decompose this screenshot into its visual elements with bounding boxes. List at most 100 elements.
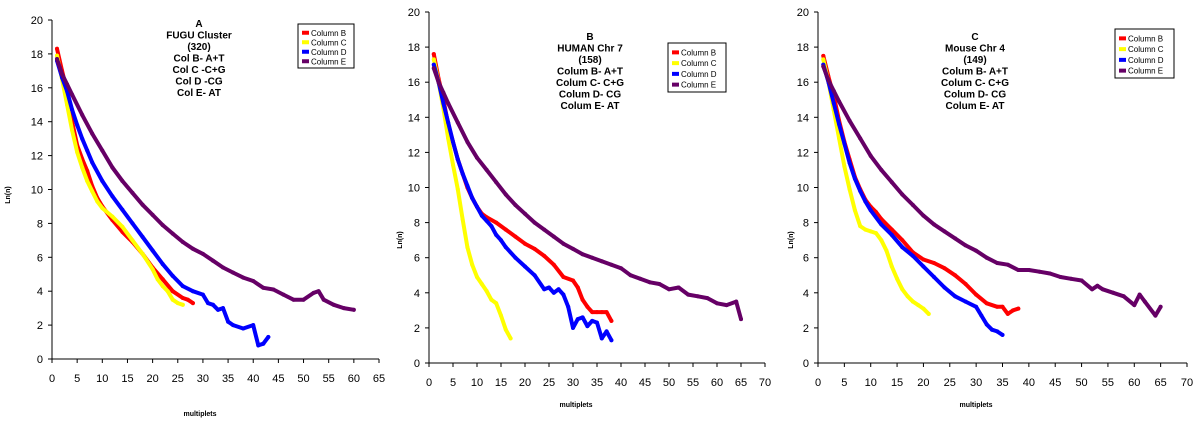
- chart-c-series-1-point: [910, 299, 915, 304]
- chart-c-series-2-point: [984, 322, 989, 327]
- chart-b-series-1-point: [451, 162, 455, 167]
- chart-a-legend-label: Column C: [311, 38, 347, 47]
- chart-c-y-tick-label: 2: [803, 323, 809, 335]
- chart-a-series-3-point: [180, 240, 185, 244]
- chart-c-x-tick-label: 15: [891, 377, 903, 389]
- chart-b-series-2-point: [470, 196, 475, 200]
- chart-b-x-tick-label: 30: [567, 377, 579, 389]
- chart-b-series-2-point: [499, 238, 503, 243]
- chart-c-series-2-point: [900, 245, 905, 250]
- chart-c-title-line: C: [971, 32, 978, 43]
- chart-b-x-tick-label: 25: [543, 377, 555, 389]
- chart-a-series-1-point: [150, 267, 155, 272]
- chart-a-series-1-point: [75, 150, 80, 155]
- chart-a-series-2-point: [256, 343, 261, 348]
- chart-b-series-2-point: [590, 318, 595, 323]
- chart-b-series-3-point: [523, 211, 527, 216]
- chart-a-series-1-point: [180, 302, 185, 307]
- chart-c-y-tick-label: 20: [797, 7, 809, 19]
- chart-b-x-tick-label: 40: [615, 377, 627, 389]
- chart-a-series-3-point: [100, 148, 105, 153]
- chart-c-title-line: (149): [963, 55, 986, 66]
- chart-b-series-2-point: [475, 204, 479, 209]
- chart-b-series-0-point: [609, 318, 614, 323]
- chart-c-series-2-point: [879, 222, 884, 227]
- chart-b-series-1-point: [494, 301, 499, 306]
- chart-c-series-0-point: [900, 238, 905, 243]
- chart-c-series-3-point: [984, 255, 989, 260]
- chart-b-series-2-point: [542, 287, 547, 292]
- chart-c-series-2-point: [831, 101, 836, 106]
- chart-b-series-3-point: [715, 301, 719, 306]
- chart-b-series-1-point: [499, 313, 503, 318]
- chart-c-series-2-point: [990, 327, 994, 332]
- chart-b-legend-label: Column D: [681, 70, 717, 79]
- chart-c-series-3-point: [921, 213, 926, 218]
- chart-b-svg: 0 2 4 6 8 10 12 14 16 18 20 0 5 10 15 20 25 30 35 40 45 50 55 6…: [397, 7, 771, 409]
- chart-c-series-3-point: [1095, 283, 1100, 288]
- chart-b-series-2-point: [575, 317, 580, 322]
- chart-c-series-1-point: [837, 136, 842, 141]
- chart-a-series-3-point: [251, 279, 256, 283]
- chart-c-series-3-point: [858, 136, 863, 141]
- chart-a-series-2-point: [241, 326, 246, 331]
- chart-b-series-0-point: [513, 234, 518, 239]
- chart-a-series-3-point: [60, 72, 65, 77]
- chart-a-series-3-point: [281, 292, 286, 297]
- chart-b-series-3-point: [734, 299, 739, 304]
- chart-b-series-2-point: [609, 338, 614, 343]
- chart-b-series-1-point: [446, 136, 451, 141]
- chart-a-series-line-2: [55, 58, 271, 348]
- chart-c-y-tick-label: 8: [803, 218, 809, 230]
- chart-b-series-2-point: [489, 224, 494, 229]
- chart-c-series-1-point: [879, 238, 884, 243]
- chart-c-x-tick-label: 25: [944, 377, 956, 389]
- chart-b-series-3-point: [446, 101, 451, 106]
- chart-b-series-1-point: [470, 262, 475, 267]
- chart-a-series-1-point: [140, 251, 145, 256]
- chart-a-y-tick-label: 4: [37, 286, 43, 298]
- chart-a-series-2-point: [231, 323, 236, 328]
- chart-a-series-3-point: [170, 231, 175, 236]
- chart-b-title-line: HUMAN Chr 7: [557, 44, 623, 55]
- chart-b-series-1-point: [465, 245, 470, 250]
- chart-c-series-0-point: [953, 273, 958, 278]
- chart-a-title-line: A: [195, 19, 202, 30]
- chart-c-series-1-point: [900, 287, 905, 292]
- chart-a-series-0-point: [170, 289, 175, 294]
- chart-c-series-3-point: [1047, 271, 1052, 276]
- chart-a-series-3-point: [341, 306, 346, 311]
- chart-b-series-3-point: [475, 155, 479, 160]
- chart-b-series-3-point: [431, 66, 436, 71]
- chart-c-series-1-point: [905, 294, 910, 299]
- chart-b-legend-label: Column E: [681, 81, 716, 90]
- chart-b-series-2-point: [532, 273, 537, 278]
- chart-b-series-2-point: [503, 245, 508, 250]
- chart-c-series-1-point: [926, 311, 931, 316]
- chart-b-series-0-point: [575, 285, 580, 290]
- chart-c-series-1-point: [847, 187, 852, 192]
- chart-a-series-1-point: [155, 277, 160, 282]
- chart-b-series-2-point: [451, 139, 455, 144]
- chart-b-title-line: B: [586, 32, 593, 43]
- chart-b-series-3-point: [532, 220, 537, 225]
- chart-a-series-1-point: [120, 224, 125, 229]
- chart-c-series-3-point: [847, 118, 852, 123]
- chart-b-y-tick-label: 0: [414, 358, 420, 370]
- chart-b-series-line-2: [431, 62, 614, 343]
- chart-c-series-1-point: [874, 231, 878, 236]
- chart-c-series-3-point: [821, 64, 826, 69]
- chart-b-series-2-point: [561, 292, 566, 297]
- chart-a-series-1-point: [110, 214, 115, 219]
- chart-a-series-2-point: [216, 307, 220, 312]
- chart-panel-a: 0 2 4 6 8 10 12 14 16 18 20 0 5 10 15 20 25 30 35 40 45 50 55 6…: [0, 0, 392, 433]
- chart-c-x-axis-label: multiplets: [959, 402, 992, 409]
- chart-c-title-line: Colum B- A+T: [942, 67, 1008, 78]
- chart-a-series-3-point: [55, 57, 59, 61]
- chart-c-legend-label: Column C: [1128, 45, 1164, 54]
- chart-a-y-tick-label: 8: [37, 218, 43, 230]
- chart-a-title-line: Col E- AT: [177, 88, 221, 99]
- chart-a-x-tick-label: 35: [222, 373, 234, 385]
- chart-b-series-0-point: [595, 310, 599, 315]
- chart-c-svg: 0 2 4 6 8 10 12 14 16 18 20 0 5 10 15 20 25 30 35 40 45 50 55 6…: [788, 7, 1193, 409]
